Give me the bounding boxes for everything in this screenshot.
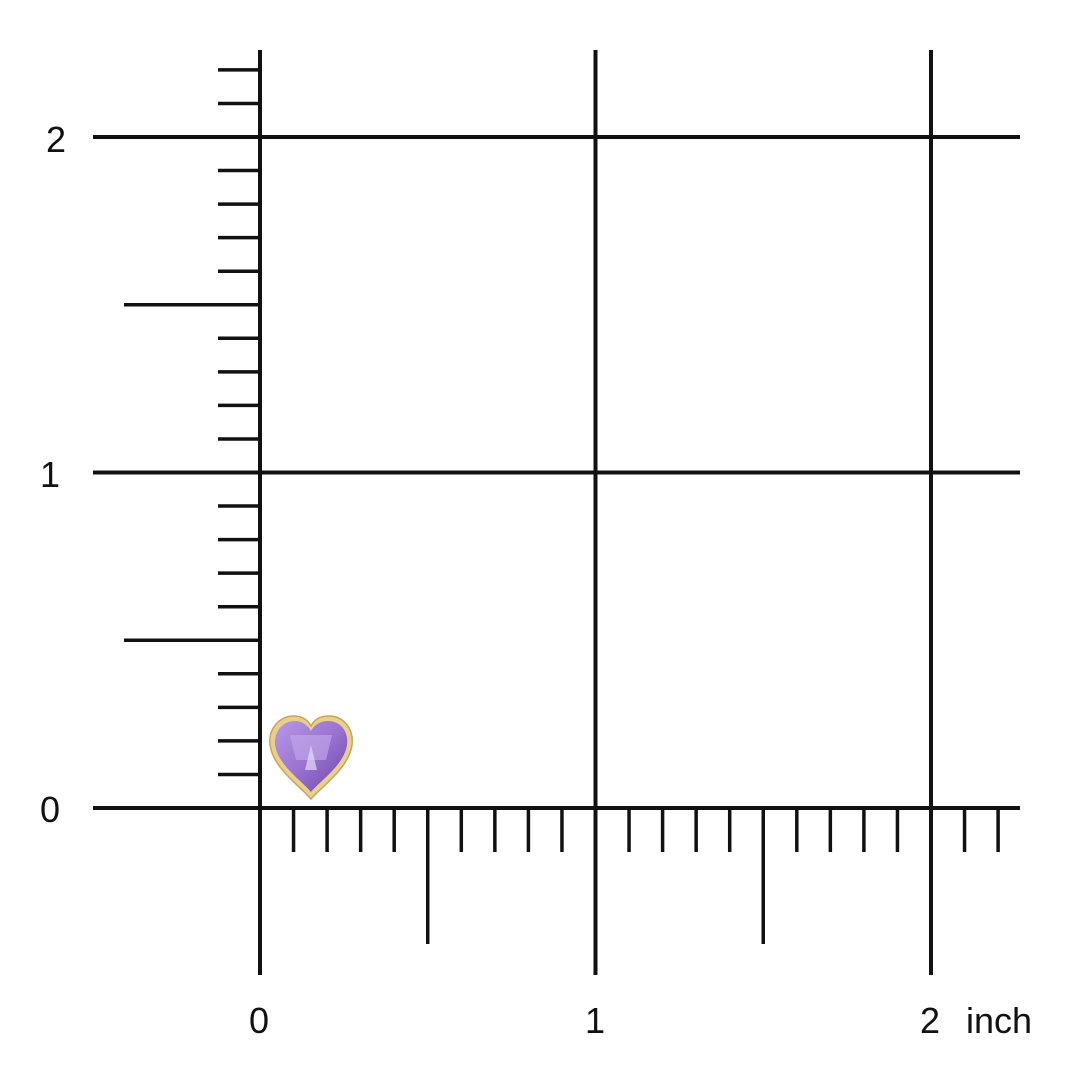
y-label-2: 2 [46, 119, 67, 160]
x-label-0: 0 [249, 1000, 270, 1041]
heart-gem-earring [269, 715, 353, 801]
unit-label: inch [966, 1000, 1033, 1041]
x-label-2: 2 [920, 1000, 941, 1041]
x-label-1: 1 [585, 1000, 606, 1041]
y-label-1: 1 [40, 454, 61, 495]
y-label-0: 0 [40, 789, 61, 830]
